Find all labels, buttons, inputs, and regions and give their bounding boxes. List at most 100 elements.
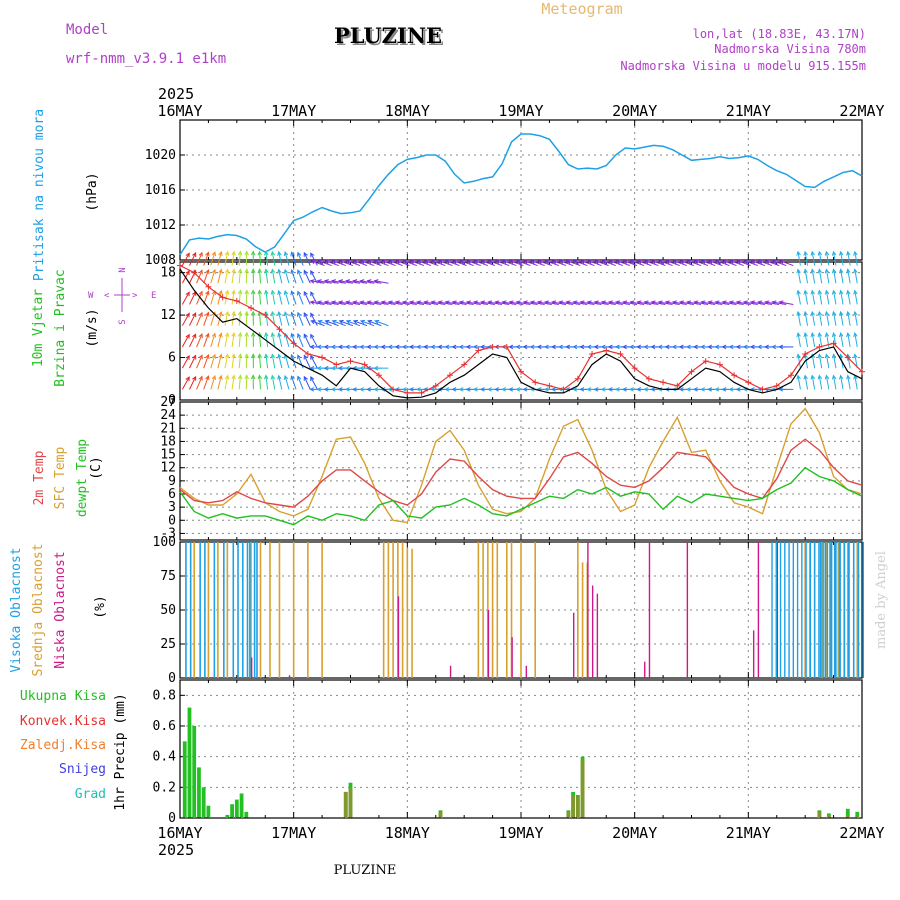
wind-arrow <box>360 260 375 267</box>
wind-arrow <box>238 354 241 369</box>
wind-arrow-head <box>628 387 634 392</box>
wind-arrow-head <box>700 387 705 392</box>
wind-arrow-head <box>824 250 830 256</box>
wind-arrow-head <box>465 387 471 392</box>
precip-conv-bar <box>575 796 580 818</box>
wind-arrow-head <box>472 300 479 305</box>
wind-arrow-head <box>401 344 407 350</box>
wind-arrow-head <box>224 310 230 316</box>
wind-arrow-head <box>600 300 606 305</box>
wind-arrow <box>303 376 311 390</box>
wind-arrow <box>623 260 638 267</box>
wind-arrow <box>488 260 503 267</box>
wind-arrow-head <box>387 344 393 350</box>
wind-arrow-head <box>380 344 386 350</box>
wind-arrow <box>530 301 545 305</box>
wind-arrow <box>818 354 823 369</box>
wind-arrow-head <box>401 387 407 392</box>
wind-arrow-head <box>543 300 550 305</box>
wind-arrow-head <box>671 300 677 305</box>
wind-arrow-head <box>330 300 336 305</box>
wind-arrow-head <box>771 344 777 350</box>
time-label-bottom: 17MAY <box>271 824 316 842</box>
wind-arrow-head <box>303 269 308 275</box>
wind-arrow <box>854 375 858 390</box>
wind-arrow-head <box>338 259 344 265</box>
wind-arrow-head <box>686 259 692 265</box>
wind-arrow-head <box>290 332 295 338</box>
wind-arrow-head <box>550 344 556 350</box>
wind-arrow <box>779 260 794 267</box>
wind-arrow <box>825 251 830 266</box>
wind-arrow-head <box>565 344 571 350</box>
wind-arrow-head <box>558 300 564 305</box>
wind-arrow-head <box>218 311 223 317</box>
wind-arrow-head <box>317 259 323 265</box>
wind-arrow-head <box>565 300 571 305</box>
wind-arrow <box>196 376 203 390</box>
wind-arrow <box>231 269 235 284</box>
wind-arrow <box>271 290 276 305</box>
wind-arrow <box>325 320 339 327</box>
wind-arrow <box>804 375 809 390</box>
wind-arrow-head <box>743 259 749 265</box>
wind-arrow-head <box>367 319 373 325</box>
wind-arrow <box>331 280 346 284</box>
ytick-label: 18 <box>160 266 176 281</box>
wind-arrow-head <box>522 300 528 305</box>
wind-arrow-head <box>297 311 302 317</box>
wind-arrow <box>265 251 269 266</box>
wind-arrow-head <box>437 300 443 305</box>
wind-arrow <box>652 260 666 267</box>
wind-arrow-head <box>700 300 706 305</box>
wind-arrow-head <box>831 250 837 256</box>
wind-arrow <box>325 260 339 267</box>
wind-arrow <box>231 290 235 305</box>
wind-arrow-head <box>824 353 830 359</box>
wind-arrow <box>431 301 446 305</box>
wind-arrow <box>438 301 453 305</box>
ytick-label: 0 <box>168 513 176 528</box>
wind-arrow <box>353 280 368 284</box>
wind-arrow-head <box>700 259 707 265</box>
wind-arrow-head <box>337 300 344 305</box>
wind-arrow-head <box>331 319 337 325</box>
wind-arrow-head <box>244 268 249 274</box>
wind-arrow-head <box>824 289 830 295</box>
wind-arrow-head <box>297 251 302 257</box>
wind-arrow <box>729 301 744 305</box>
wind-arrow-head <box>622 259 628 265</box>
wind-arrow <box>453 260 467 267</box>
wind-arrow-head <box>644 259 650 265</box>
wind-arrow-head <box>543 344 549 350</box>
wind-arrow <box>339 320 354 327</box>
wind-arrow-head <box>211 268 217 274</box>
wind-arrow-head <box>853 289 858 295</box>
ytick-label: 100 <box>153 535 176 550</box>
wind-arrow <box>284 375 290 390</box>
wind-arrow <box>303 291 311 305</box>
wind-arrow <box>672 301 687 305</box>
ytick-label: 0.2 <box>153 780 176 795</box>
wind-arrow-head <box>310 259 316 265</box>
precip-total-bar <box>234 799 239 818</box>
wind-arrow-head <box>664 300 670 305</box>
wind-arrow <box>524 260 538 267</box>
wind-arrow <box>645 260 659 267</box>
wind-arrow-head <box>817 353 823 359</box>
wind-arrow <box>687 301 702 305</box>
wind-arrow-head <box>290 251 295 257</box>
wind-arrow <box>203 312 209 326</box>
wind-arrow <box>353 301 368 305</box>
wind-arrow <box>238 375 241 390</box>
wind-arrow <box>360 301 375 305</box>
wind-arrow-head <box>283 268 289 274</box>
wind-arrow-head <box>839 250 844 256</box>
wind-arrow <box>217 290 222 305</box>
wind-arrow <box>196 252 203 266</box>
precip-conv-bar <box>845 814 850 818</box>
wind-arrow-head <box>310 252 315 258</box>
wind-arrow-head <box>264 353 269 359</box>
wind-arrow-head <box>779 259 785 265</box>
temp-ylabel-3: dewpt Temp <box>75 439 90 517</box>
